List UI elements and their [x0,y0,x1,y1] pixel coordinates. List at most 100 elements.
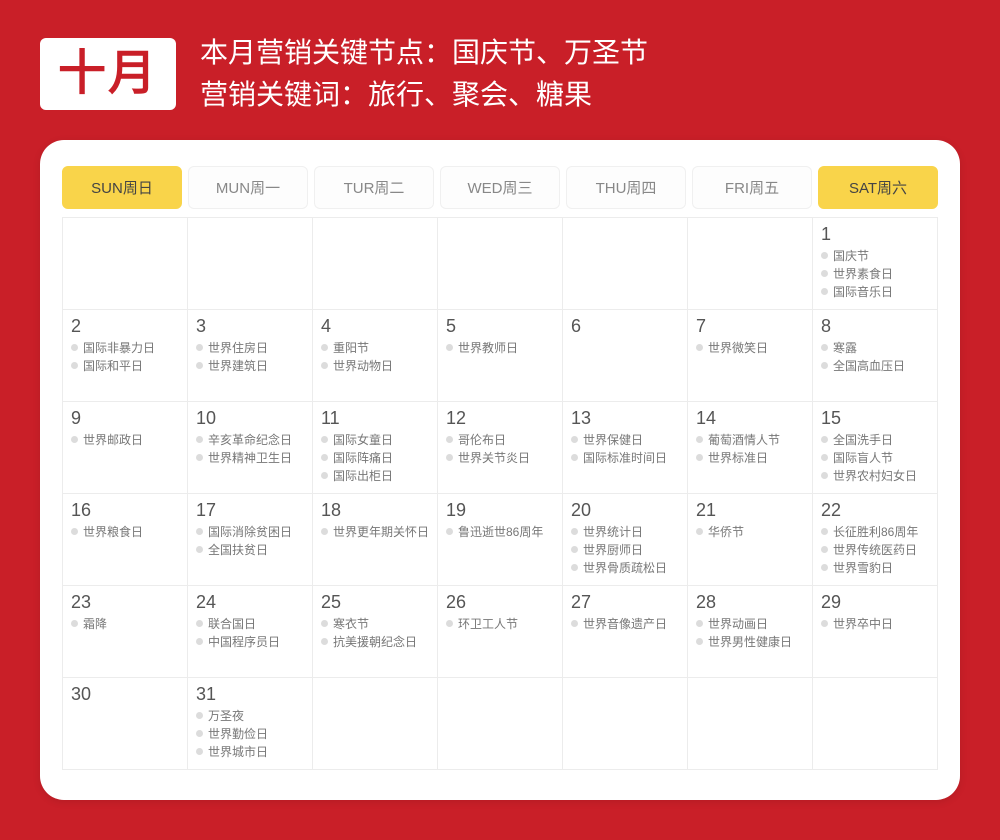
event-item: 世界勤俭日 [196,725,306,743]
event-list: 国际女童日国际阵痛日国际出柜日 [321,431,431,485]
calendar-cell [813,678,938,770]
event-list: 全国洗手日国际盲人节世界农村妇女日 [821,431,931,485]
event-item: 世界动物日 [321,357,431,375]
day-number: 17 [196,500,306,521]
day-number: 5 [446,316,556,337]
event-item: 辛亥革命纪念日 [196,431,306,449]
day-number: 3 [196,316,306,337]
weekday-header: FRI周五 [692,166,812,209]
calendar-cell: 7世界微笑日 [688,310,813,402]
event-item: 世界邮政日 [71,431,181,449]
event-list: 世界教师日 [446,339,556,357]
day-number: 25 [321,592,431,613]
event-item: 世界雪豹日 [821,559,931,577]
calendar-cell: 5 世界教师日 [438,310,563,402]
event-list: 联合国日中国程序员日 [196,615,306,651]
calendar-cell: 3 世界住房日世界建筑日 [188,310,313,402]
day-number: 11 [321,408,431,429]
day-number: 8 [821,316,931,337]
event-item: 世界教师日 [446,339,556,357]
calendar-cell: 13 世界保健日国际标准时间日 [563,402,688,494]
month-badge: 十月 [40,38,176,110]
day-number: 12 [446,408,556,429]
event-item: 世界农村妇女日 [821,467,931,485]
event-item: 国际和平日 [71,357,181,375]
header-text: 本月营销关键节点：国庆节、万圣节 营销关键词：旅行、聚会、糖果 [200,32,648,116]
day-number: 18 [321,500,431,521]
event-list: 世界动画日世界男性健康日 [696,615,806,651]
calendar-cell: 30 [63,678,188,770]
event-item: 国际出柜日 [321,467,431,485]
event-item: 世界住房日 [196,339,306,357]
event-item: 国庆节 [821,247,931,265]
calendar-panel: SUN周日MUN周一TUR周二WED周三THU周四FRI周五SAT周六 1国庆节… [40,140,960,800]
event-list: 霜降 [71,615,181,633]
event-item: 世界保健日 [571,431,681,449]
calendar-grid: 1国庆节世界素食日国际音乐日2国际非暴力日国际和平日3世界住房日世界建筑日4重阳… [62,217,938,770]
event-item: 重阳节 [321,339,431,357]
calendar-cell: 18 世界更年期关怀日 [313,494,438,586]
weekday-header: MUN周一 [188,166,308,209]
calendar-cell: 10辛亥革命纪念日世界精神卫生日 [188,402,313,494]
calendar-cell: 24联合国日中国程序员日 [188,586,313,678]
event-list: 世界微笑日 [696,339,806,357]
calendar-cell: 14葡萄酒情人节世界标准日 [688,402,813,494]
event-item: 国际盲人节 [821,449,931,467]
event-item: 世界精神卫生日 [196,449,306,467]
event-list: 国际消除贫困日全国扶贫日 [196,523,306,559]
event-item: 葡萄酒情人节 [696,431,806,449]
day-number: 4 [321,316,431,337]
event-item: 长征胜利86周年 [821,523,931,541]
calendar-cell: 1国庆节世界素食日国际音乐日 [813,218,938,310]
event-item: 全国高血压日 [821,357,931,375]
event-list: 世界邮政日 [71,431,181,449]
calendar-cell [563,678,688,770]
calendar-cell [313,218,438,310]
calendar-cell: 28世界动画日世界男性健康日 [688,586,813,678]
day-number: 6 [571,316,681,337]
day-number: 27 [571,592,681,613]
calendar-cell: 20世界统计日世界厨师日世界骨质疏松日 [563,494,688,586]
day-number: 24 [196,592,306,613]
event-list: 环卫工人节 [446,615,556,633]
day-number: 31 [196,684,306,705]
event-item: 华侨节 [696,523,806,541]
weekday-header: TUR周二 [314,166,434,209]
calendar-cell: 21华侨节 [688,494,813,586]
event-list: 寒衣节抗美援朝纪念日 [321,615,431,651]
event-list: 寒露全国高血压日 [821,339,931,375]
calendar-cell: 17国际消除贫困日全国扶贫日 [188,494,313,586]
event-list: 葡萄酒情人节世界标准日 [696,431,806,467]
day-number: 13 [571,408,681,429]
day-number: 29 [821,592,931,613]
header-line-2: 营销关键词：旅行、聚会、糖果 [200,74,648,116]
event-item: 世界建筑日 [196,357,306,375]
calendar-cell: 29 世界卒中日 [813,586,938,678]
day-number: 2 [71,316,181,337]
day-number: 23 [71,592,181,613]
header: 十月 本月营销关键节点：国庆节、万圣节 营销关键词：旅行、聚会、糖果 [40,32,960,116]
event-item: 世界统计日 [571,523,681,541]
weekday-header: SAT周六 [818,166,938,209]
event-item: 世界关节炎日 [446,449,556,467]
event-item: 国际标准时间日 [571,449,681,467]
event-list: 哥伦布日世界关节炎日 [446,431,556,467]
event-list: 万圣夜世界勤俭日世界城市日 [196,707,306,761]
calendar-cell: 27 世界音像遗产日 [563,586,688,678]
event-item: 全国洗手日 [821,431,931,449]
event-item: 世界男性健康日 [696,633,806,651]
event-item: 世界更年期关怀日 [321,523,431,541]
calendar-cell: 8寒露全国高血压日 [813,310,938,402]
weekday-header: WED周三 [440,166,560,209]
event-list: 世界音像遗产日 [571,615,681,633]
day-number: 14 [696,408,806,429]
day-number: 1 [821,224,931,245]
calendar-cell: 16世界粮食日 [63,494,188,586]
event-item: 世界卒中日 [821,615,931,633]
event-list: 世界统计日世界厨师日世界骨质疏松日 [571,523,681,577]
event-item: 世界传统医药日 [821,541,931,559]
event-item: 国际女童日 [321,431,431,449]
event-item: 全国扶贫日 [196,541,306,559]
event-list: 世界更年期关怀日 [321,523,431,541]
event-list: 国庆节世界素食日国际音乐日 [821,247,931,301]
